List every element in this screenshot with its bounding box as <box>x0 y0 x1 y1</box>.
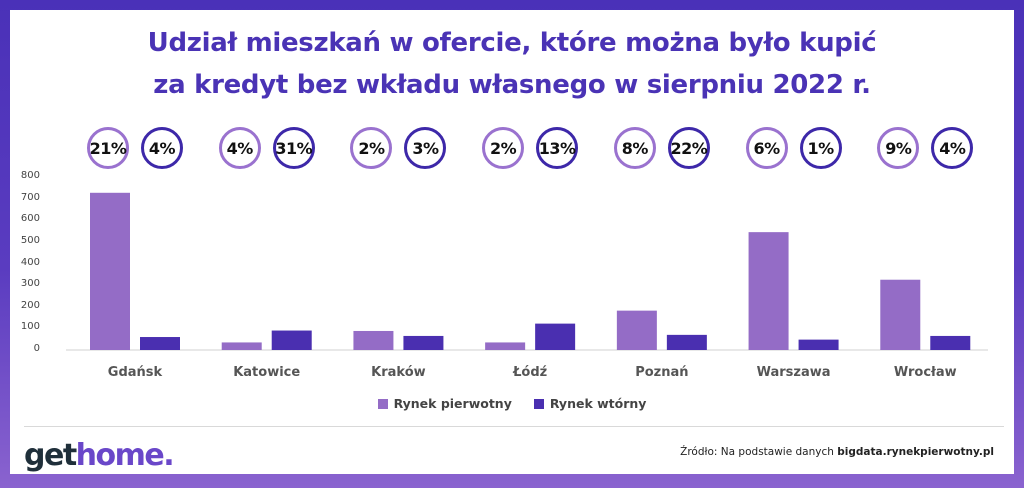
y-tick-label: 700 <box>20 191 40 203</box>
y-tick-label: 0 <box>33 343 40 354</box>
share-circle-primary-2: 2% <box>350 127 393 169</box>
chart-title-line-2: za kredyt bez wkładu własnego w sierpniu… <box>153 70 871 100</box>
bar-primary-0 <box>90 192 130 350</box>
footer-divider <box>24 426 1004 427</box>
legend-swatch-primary <box>377 398 388 409</box>
y-tick-label: 100 <box>20 321 40 333</box>
share-circle-primary-3: 2% <box>482 127 525 169</box>
logo-part-get: get <box>24 438 77 473</box>
bar-secondary-2 <box>403 335 444 350</box>
bar-primary-3 <box>485 342 526 350</box>
legend-swatch-secondary <box>533 398 544 409</box>
source-name: bigdata.rynekpierwotny.pl <box>837 446 994 458</box>
y-tick-label: 300 <box>20 278 40 290</box>
x-tick-label: Kraków <box>371 365 426 380</box>
bar-secondary-1 <box>271 330 312 350</box>
bar-primary-6 <box>880 279 921 350</box>
bar-chart <box>66 192 988 351</box>
bar-secondary-3 <box>535 323 576 350</box>
source-note: Źródło: Na podstawie danych bigdata.ryne… <box>680 446 994 458</box>
x-tick-label: Poznań <box>635 365 689 380</box>
infographic-card: Udział mieszkań w ofercie, które można b… <box>10 10 1014 474</box>
share-circle-secondary-5: 1% <box>799 127 842 169</box>
source-prefix: Źródło: Na podstawie danych <box>680 446 838 458</box>
y-tick-label: 400 <box>20 256 40 268</box>
bar-secondary-0 <box>140 337 180 350</box>
legend-label-primary: Rynek pierwotny <box>393 396 512 411</box>
y-tick-label: 600 <box>20 213 40 225</box>
legend-item-secondary: Rynek wtórny <box>533 396 647 411</box>
share-circle-primary-4: 8% <box>613 127 656 169</box>
share-circle-primary-5: 6% <box>745 127 788 169</box>
x-tick-label: Wrocław <box>893 365 957 380</box>
share-circle-secondary-0: 4% <box>141 127 183 169</box>
share-circle-secondary-2: 3% <box>404 127 447 169</box>
x-tick-label: Łódź <box>513 365 548 380</box>
share-circle-secondary-1: 31% <box>272 127 315 169</box>
share-circle-primary-6: 9% <box>877 127 920 169</box>
legend: Rynek pierwotny Rynek wtórny <box>10 396 1014 411</box>
x-tick-label: Warszawa <box>756 365 831 380</box>
share-circle-secondary-6: 4% <box>931 127 974 169</box>
y-tick-label: 200 <box>20 299 40 311</box>
bar-primary-2 <box>353 330 394 350</box>
y-tick-label: 500 <box>20 234 40 246</box>
bar-primary-1 <box>221 342 262 350</box>
bar-secondary-5 <box>798 339 839 350</box>
share-circle-primary-0: 21% <box>87 127 129 169</box>
gethome-logo: gethome. <box>24 438 175 473</box>
x-tick-label: Gdańsk <box>107 365 163 380</box>
logo-part-home: home. <box>75 438 175 473</box>
legend-item-primary: Rynek pierwotny <box>377 396 512 411</box>
chart-title-line-1: Udział mieszkań w ofercie, które można b… <box>147 28 877 58</box>
bar-primary-4 <box>616 310 657 350</box>
y-tick-label: 800 <box>20 170 40 181</box>
bar-primary-5 <box>748 232 789 350</box>
bar-secondary-4 <box>666 334 707 350</box>
share-circle-primary-1: 4% <box>218 127 261 169</box>
bar-secondary-6 <box>930 335 971 350</box>
share-circle-secondary-3: 13% <box>536 127 579 169</box>
legend-label-secondary: Rynek wtórny <box>549 396 647 411</box>
share-circle-secondary-4: 22% <box>667 127 710 169</box>
x-tick-label: Katowice <box>233 365 301 380</box>
